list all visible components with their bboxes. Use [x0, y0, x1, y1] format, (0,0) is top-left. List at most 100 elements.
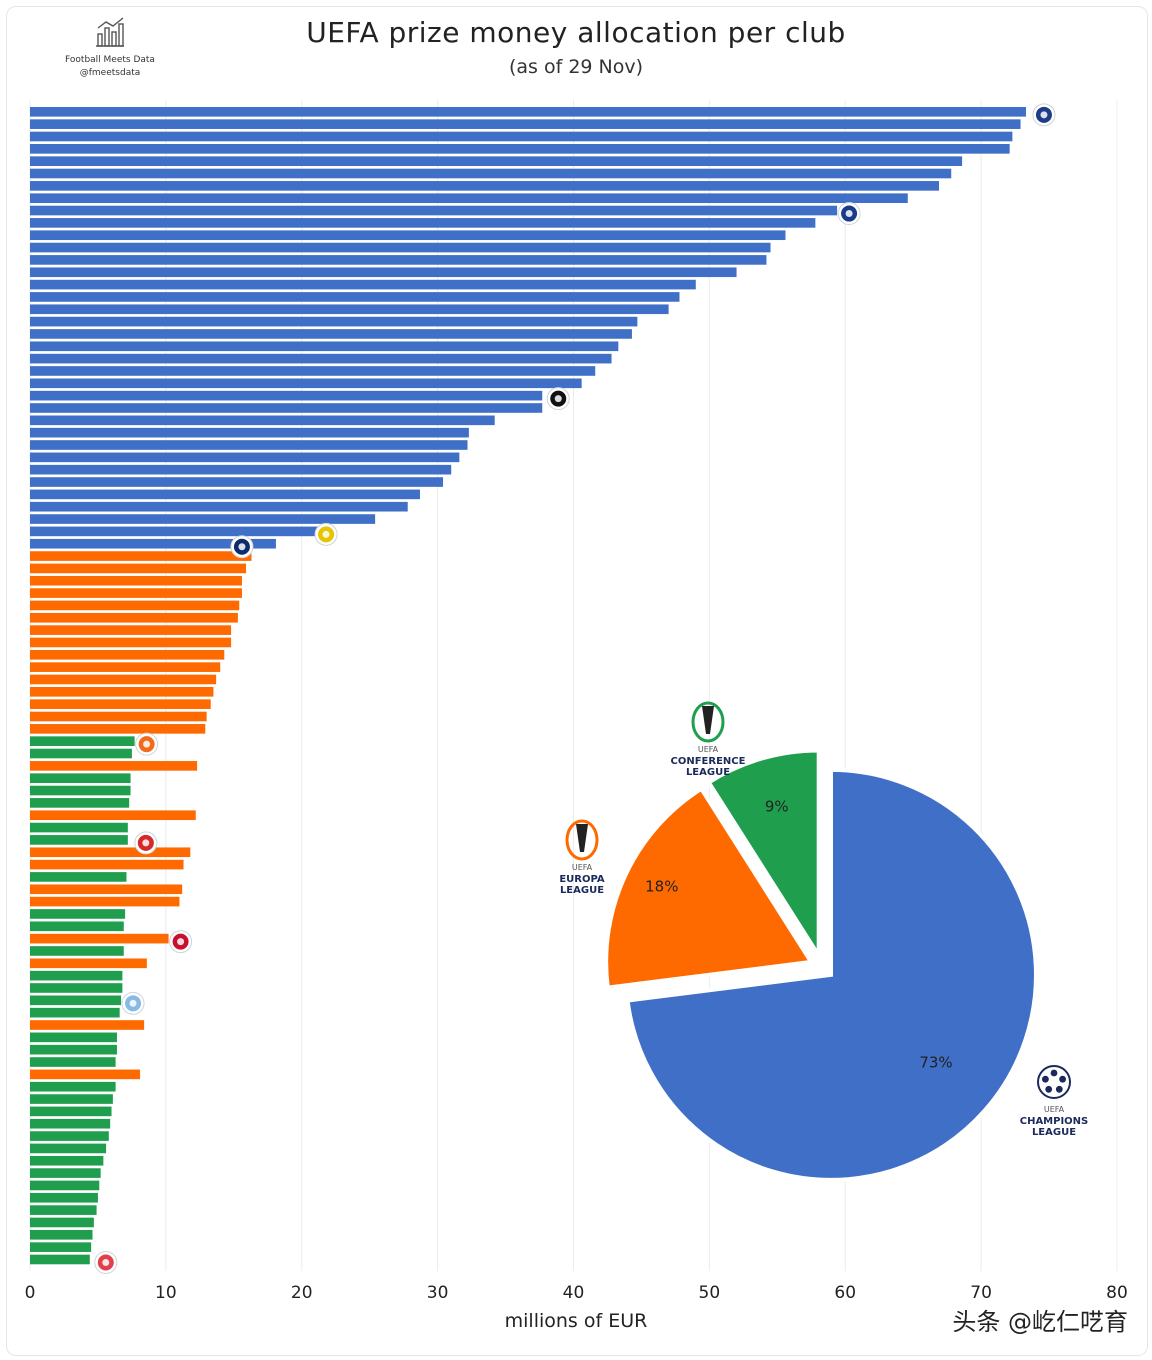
- bar: [30, 859, 184, 870]
- bar: [30, 193, 908, 204]
- bar: [30, 1057, 116, 1067]
- bar: [30, 119, 1021, 129]
- bar: [30, 1254, 90, 1265]
- bar: [30, 884, 183, 895]
- competition-label: LEAGUE: [686, 767, 730, 778]
- bar: [30, 736, 135, 746]
- fenerbahce-crest-icon: [230, 535, 254, 559]
- bar: [30, 810, 196, 821]
- twente-crest-icon: [134, 831, 158, 855]
- card-frame: [6, 6, 1148, 1356]
- bar: [30, 464, 452, 475]
- bar: [30, 773, 131, 784]
- pie-slice: [604, 786, 815, 990]
- bar: [30, 1081, 116, 1092]
- bar: [30, 1143, 107, 1154]
- bar: [30, 662, 221, 672]
- x-tick-label: 40: [563, 1283, 585, 1303]
- inter-crest-icon: [837, 202, 861, 226]
- bar: [30, 612, 238, 623]
- watermark: 头条 @屹仁呓育: [952, 1308, 1128, 1336]
- bar: [30, 1242, 92, 1252]
- bar: [30, 1007, 120, 1018]
- bar: [30, 699, 211, 709]
- svg-text:UEFA: UEFA: [698, 745, 719, 754]
- bar: [30, 329, 632, 339]
- pie-data-label: 18%: [645, 878, 678, 896]
- x-tick-label: 10: [155, 1283, 177, 1303]
- bar: [30, 168, 952, 179]
- bar: [30, 267, 737, 278]
- bar: [30, 1032, 117, 1043]
- competition-label: LEAGUE: [1032, 1127, 1076, 1138]
- bar: [30, 1020, 145, 1030]
- bar: [30, 1180, 100, 1191]
- bar: [30, 958, 147, 969]
- bar: [30, 575, 242, 586]
- bar: [30, 489, 420, 500]
- bar: [30, 538, 276, 549]
- bar: [30, 477, 444, 487]
- bar: [30, 378, 582, 389]
- bar: [30, 933, 169, 944]
- psg-crest-icon: [1032, 103, 1056, 127]
- bar: [30, 242, 771, 253]
- bar-chart-logo-icon: [96, 17, 124, 47]
- bar: [30, 921, 124, 932]
- shakhtar-crest-icon: [135, 732, 159, 756]
- bar: [30, 724, 206, 734]
- bar: [30, 847, 191, 858]
- pie-data-label: 73%: [919, 1054, 952, 1072]
- x-tick-label: 80: [1106, 1283, 1128, 1303]
- chart-title: UEFA prize money allocation per club: [306, 16, 846, 49]
- bar: [30, 452, 460, 463]
- bar: [30, 1192, 98, 1203]
- x-tick-label: 30: [427, 1283, 449, 1303]
- bar: [30, 649, 225, 660]
- bar: [30, 637, 232, 648]
- brand-handle: @fmeetsdata: [79, 68, 141, 78]
- europa-league-logo-icon: UEFA: [565, 819, 599, 872]
- bar: [30, 156, 963, 166]
- bar: [30, 551, 252, 561]
- bar: [30, 131, 1013, 142]
- bar: [30, 181, 939, 191]
- bar: [30, 785, 131, 796]
- brand-block: Football Meets Data @fmeetsdata: [50, 14, 170, 80]
- bar: [30, 1106, 112, 1117]
- fcsb-crest-icon: [169, 930, 193, 954]
- x-tick-label: 70: [970, 1283, 992, 1303]
- bar: [30, 600, 240, 611]
- bar: [30, 440, 468, 450]
- x-tick-label: 0: [25, 1283, 36, 1303]
- competition-label: EUROPA: [559, 874, 605, 885]
- bar: [30, 1094, 113, 1104]
- bar: [30, 341, 619, 352]
- brand-name: Football Meets Data: [65, 55, 155, 65]
- bar: [30, 1217, 94, 1228]
- bar: [30, 798, 130, 808]
- bar: [30, 822, 128, 833]
- bar: [30, 390, 543, 401]
- bar: [30, 205, 838, 216]
- competition-label: CHAMPIONS: [1020, 1116, 1089, 1127]
- bar: [30, 218, 816, 228]
- chart-subtitle: (as of 29 Nov): [508, 56, 644, 78]
- bar: [30, 366, 596, 376]
- bar: [30, 625, 232, 635]
- bar: [30, 983, 123, 993]
- bar: [30, 304, 669, 315]
- champions-league-logo-icon: UEFA: [1037, 1065, 1071, 1114]
- x-tick-label: 50: [699, 1283, 721, 1303]
- bar: [30, 1044, 117, 1055]
- x-axis-label: millions of EUR: [504, 1310, 648, 1332]
- bar: [30, 995, 122, 1006]
- bar: [30, 946, 124, 956]
- bar: [30, 1205, 97, 1215]
- newcastle-crest-icon: [546, 387, 570, 411]
- pie-slice: [625, 767, 1038, 1182]
- bar: [30, 761, 198, 771]
- bar: [30, 711, 207, 722]
